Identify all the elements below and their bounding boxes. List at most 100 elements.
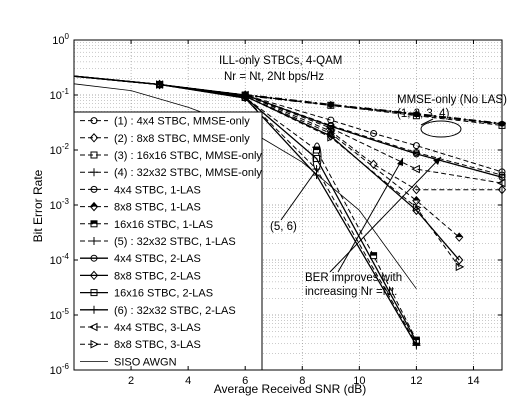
legend-entry: (1) : 4x4 STBC, MMSE-only	[80, 116, 250, 128]
legend-label: 4x4 STBC, 2-LAS	[114, 253, 201, 265]
marker-part	[370, 252, 377, 256]
legend-label: SISO AWGN	[114, 356, 177, 368]
data-point-marker	[90, 168, 98, 177]
data-point-marker	[90, 289, 98, 297]
title-annotation-line2: Nr = Nt, 2Nt bps/Hz	[224, 71, 324, 83]
y-tick-label: 10-2	[50, 142, 70, 157]
ber-arrow-line-2	[337, 157, 404, 273]
legend-entry: 16x16 STBC, 1-LAS	[80, 219, 213, 231]
series-line	[73, 75, 503, 184]
legend-entry: 8x8 STBC, 2-LAS	[80, 270, 201, 282]
mmse-annotation-line2: (1, 2, 3, 4)	[397, 108, 450, 120]
marker-part	[455, 232, 464, 242]
series-layer	[73, 75, 507, 350]
data-point-marker	[89, 201, 99, 212]
ber-annotation-line2: increasing Nr =Nt.	[305, 286, 397, 298]
series-line	[73, 75, 460, 268]
legend-label: (4) : 32x32 STBC, MMSE-only	[114, 167, 262, 179]
series-line	[73, 75, 417, 341]
ber-arrow-head-2	[397, 158, 403, 166]
series-line	[73, 75, 460, 238]
legend-label: (3) : 16x16 STBC, MMSE-only	[114, 150, 262, 162]
data-point-marker	[455, 262, 465, 272]
mmse-group-line	[245, 93, 503, 125]
data-point-marker	[90, 117, 98, 125]
data-point-marker	[412, 203, 422, 212]
axis-ticks: 2 4 6 8 10 12 14 100 10-1 10-2 10-3 10-4 10-5 10-6	[50, 32, 502, 387]
x-tick-label: 12	[410, 375, 422, 387]
marker-part	[455, 233, 463, 238]
annotation-overlays	[245, 93, 505, 273]
legend-entry: SISO AWGN	[80, 356, 177, 368]
ber-arrow-head-1	[433, 157, 441, 165]
data-point-marker	[412, 142, 420, 150]
legend-label: 16x16 STBC, 1-LAS	[114, 219, 213, 231]
data-point-marker	[325, 123, 335, 133]
legend-label: (1) : 4x4 STBC, MMSE-only	[114, 116, 250, 128]
data-point-marker	[312, 171, 321, 180]
legend-entry: 8x8 STBC, 3-LAS	[80, 339, 201, 351]
legend-entry: (2) : 8x8 STBC, MMSE-only	[80, 133, 250, 145]
data-point-marker	[90, 305, 98, 314]
legend-label: 4x4 STBC, 1-LAS	[114, 184, 201, 196]
legend: (1) : 4x4 STBC, MMSE-only (2) : 8x8 STBC,…	[73, 111, 263, 371]
data-point-marker	[369, 159, 378, 170]
x-tick-label: 4	[185, 375, 191, 387]
data-point-marker	[412, 341, 421, 350]
mmse-group-marker	[327, 101, 334, 108]
marker-part	[90, 202, 98, 207]
group-5-6-annotation: (5, 6)	[270, 221, 297, 233]
data-point-marker	[455, 232, 464, 242]
data-point-marker	[90, 220, 98, 228]
marker-part	[412, 196, 420, 201]
data-point-marker	[90, 254, 98, 262]
legend-entry: (5) : 32x32 STBC, 1-LAS	[80, 236, 236, 248]
x-tick-label: 6	[242, 375, 248, 387]
legend-label: 8x8 STBC, 3-LAS	[114, 339, 201, 351]
data-point-marker	[412, 195, 421, 206]
title-annotation-line1: ILL-only STBCs, 4-QAM	[219, 55, 342, 67]
legend-label: (5) : 32x32 STBC, 1-LAS	[114, 236, 236, 248]
y-tick-label: 10-3	[50, 197, 70, 212]
legend-label: 8x8 STBC, 1-LAS	[114, 202, 201, 214]
data-point-marker	[327, 133, 336, 142]
legend-entry: (6) : 32x32 STBC, 2-LAS	[80, 305, 236, 317]
data-point-marker	[90, 339, 100, 349]
group-5-6-pointer	[280, 171, 316, 221]
grid-lines	[74, 40, 502, 371]
group-5-6-ellipse	[312, 142, 322, 172]
legend-label: (2) : 8x8 STBC, MMSE-only	[114, 133, 250, 145]
data-point-marker	[455, 255, 464, 265]
data-point-marker	[370, 129, 378, 137]
legend-entry: 4x4 STBC, 1-LAS	[80, 184, 201, 196]
mmse-group-ellipse	[420, 120, 462, 138]
data-point-marker	[88, 322, 98, 332]
mmse-group-marker	[413, 111, 420, 118]
data-point-marker	[90, 151, 98, 159]
mmse-annotation-line1: MMSE-only (No LAS)	[397, 94, 507, 106]
data-point-marker	[411, 164, 420, 174]
data-point-marker	[90, 185, 98, 193]
legend-entry: (3) : 16x16 STBC, MMSE-only	[80, 150, 262, 162]
marker-part	[91, 220, 97, 224]
data-point-marker	[89, 133, 99, 143]
data-point-marker	[90, 237, 98, 245]
data-point-marker	[156, 80, 165, 89]
legend-label: (6) : 32x32 STBC, 2-LAS	[114, 305, 236, 317]
y-tick-label: 10-5	[50, 307, 70, 322]
legend-entry: 8x8 STBC, 1-LAS	[80, 202, 201, 214]
data-point-marker	[313, 155, 321, 163]
marker-part	[313, 147, 320, 150]
legend-entry: (4) : 32x32 STBC, MMSE-only	[80, 167, 262, 179]
legend-entry: 16x16 STBC, 2-LAS	[80, 288, 213, 300]
marker-part	[412, 195, 421, 206]
mmse-pointer-line	[420, 118, 434, 126]
data-point-marker	[412, 184, 421, 195]
legend-label: 16x16 STBC, 2-LAS	[114, 288, 213, 300]
ber-annotation-line1: BER improves with	[305, 272, 402, 284]
y-axis-label: Bit Error Rate	[31, 169, 45, 242]
legend-label: 8x8 STBC, 2-LAS	[114, 270, 201, 282]
y-tick-label: 10-6	[50, 362, 70, 377]
y-tick-label: 10-1	[50, 87, 70, 102]
